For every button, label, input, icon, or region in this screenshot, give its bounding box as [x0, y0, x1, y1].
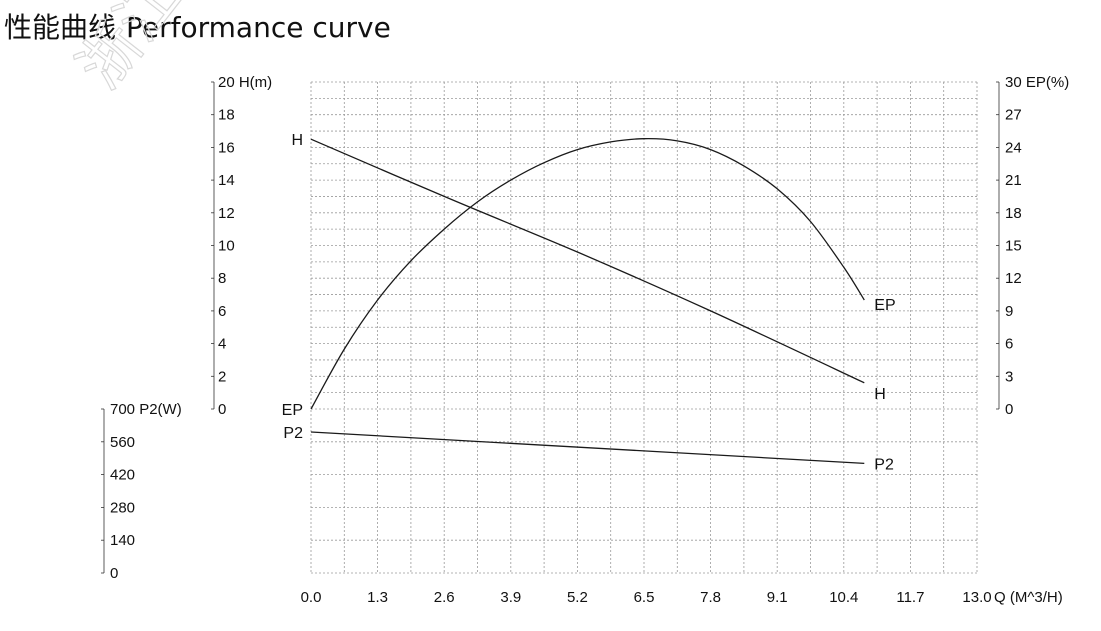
chart-title-zh: 性能曲线	[4, 11, 117, 44]
ep-axis-tick-label: 27	[1005, 107, 1022, 124]
ep-axis-tick-label: 15	[1005, 238, 1022, 255]
curve-label-end-h: H	[874, 386, 886, 403]
h-axis-tick-label: 10	[218, 238, 235, 255]
curve-label-start-ep: EP	[282, 402, 303, 419]
p2-axis-tick-label: 420	[110, 467, 135, 484]
curve-label-end-ep: EP	[874, 297, 895, 314]
h-axis-tick-label: 2	[218, 368, 226, 385]
x-axis-tick-label: 9.1	[767, 589, 788, 606]
ep-axis-tick-label: 0	[1005, 401, 1013, 418]
curve-p2	[310, 431, 865, 465]
h-axis-tick-label: 6	[218, 303, 226, 320]
x-axis-tick-label: 10.4	[829, 589, 858, 606]
chart-title-en: Performance curve	[126, 11, 391, 44]
curve-labels: H H EP EP P2 P2	[282, 132, 896, 473]
p2-axis-tick-label: 280	[110, 499, 135, 516]
curve-h	[310, 138, 865, 384]
h-axis-tick-label: 16	[218, 139, 235, 156]
p2-axis-tick-label: 140	[110, 532, 135, 549]
chart-grid	[310, 81, 978, 574]
x-axis-tick-label: 0.0	[301, 589, 322, 606]
chart-curves	[310, 138, 865, 465]
x-axis-tick-label: 1.3	[367, 589, 388, 606]
chart-title: 性能曲线 Performance curve	[4, 8, 391, 48]
x-axis-tick-label: 3.9	[500, 589, 521, 606]
h-axis-tick-label: 0	[218, 401, 226, 418]
h-axis-tick-label: 14	[218, 172, 235, 189]
curve-ep	[310, 138, 865, 410]
p2-axis-tick-label: 560	[110, 434, 135, 451]
ep-axis-tick-label: 30 EP(%)	[1005, 74, 1069, 91]
ep-axis-tick-label: 3	[1005, 368, 1013, 385]
ep-axis-tick-label: 12	[1005, 270, 1022, 287]
p2-axis-tick-label: 0	[110, 565, 118, 582]
h-axis-tick-label: 20 H(m)	[218, 74, 272, 91]
ep-axis-tick-label: 24	[1005, 139, 1022, 156]
x-axis-tick-label: 7.8	[700, 589, 721, 606]
x-axis-tick-label: 13.0	[962, 589, 991, 606]
chart-axes	[101, 81, 1000, 574]
p2-axis-tick-label: 700 P2(W)	[110, 401, 182, 418]
x-axis-tick-label: 5.2	[567, 589, 588, 606]
h-axis-tick-label: 8	[218, 270, 226, 287]
h-axis-tick-label: 12	[218, 205, 235, 222]
x-axis-tick-label: 11.7	[896, 589, 924, 606]
curve-label-start-p2: P2	[283, 425, 303, 442]
ep-axis-tick-label: 18	[1005, 205, 1022, 222]
ep-axis-tick-label: 6	[1005, 336, 1013, 353]
x-axis-label: Q (M^3/H)	[994, 589, 1063, 606]
x-axis-tick-label: 2.6	[434, 589, 455, 606]
ep-axis-tick-label: 21	[1005, 172, 1022, 189]
h-axis-tick-label: 18	[218, 107, 235, 124]
ep-axis-tick-label: 9	[1005, 303, 1013, 320]
curve-label-start-h: H	[291, 132, 303, 149]
curve-label-end-p2: P2	[874, 456, 894, 473]
h-axis-tick-label: 4	[218, 336, 226, 353]
x-axis-tick-label: 6.5	[634, 589, 655, 606]
